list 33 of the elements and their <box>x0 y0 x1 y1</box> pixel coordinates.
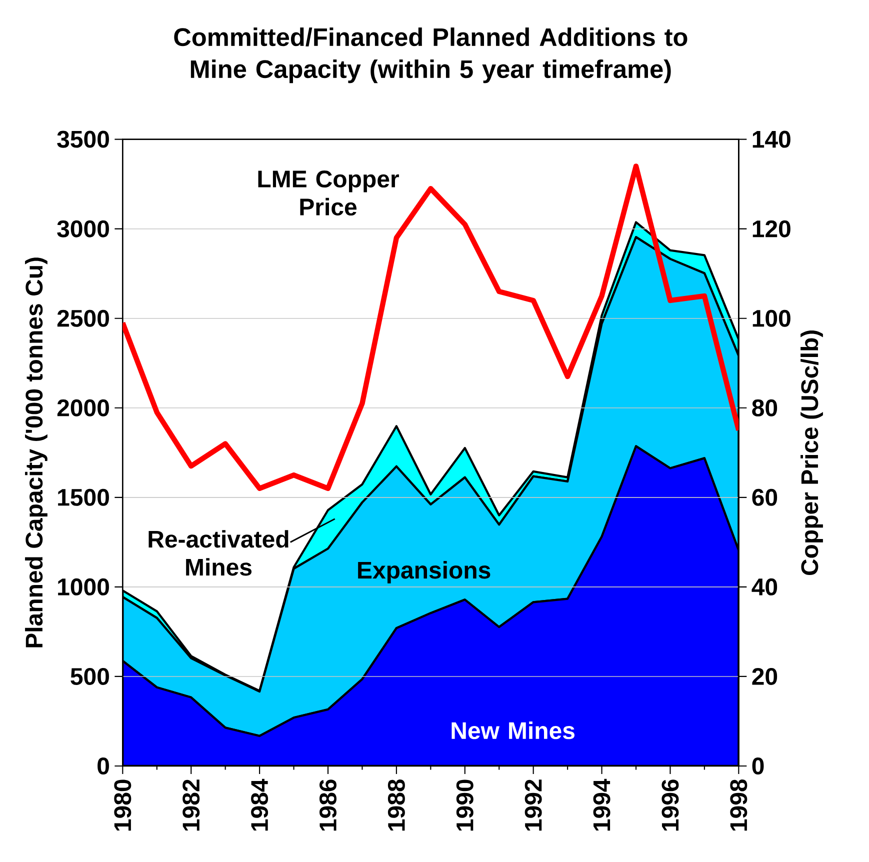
series-label: Re-activated Mines <box>148 530 288 576</box>
y2-axis-title: Copper Price (USc/lb) <box>800 330 823 576</box>
y-tick-label: 3000 <box>57 220 109 238</box>
x-tick-label: 1988 <box>388 779 405 831</box>
series-label: LME Copper Price <box>258 170 399 216</box>
y-tick-label: 2500 <box>57 310 109 327</box>
y-tick-label: 1500 <box>58 488 109 506</box>
x-tick-label: 1998 <box>730 779 748 831</box>
y2-tick-label: 0 <box>752 757 764 774</box>
series-label: New Mines <box>452 722 574 740</box>
y2-tick-label: 100 <box>752 310 790 327</box>
y2-tick-label: 20 <box>752 668 778 685</box>
y-axis-title: Planned Capacity ('000 tonnes Cu) <box>25 258 48 648</box>
y-tick-label: 0 <box>98 757 109 774</box>
chart-title: Committed/Financed Planned Additions to Mine Capacity (within 5 year timeframe) <box>174 28 688 84</box>
y-tick-label: 1000 <box>58 578 109 596</box>
y-tick-label: 2000 <box>57 399 109 416</box>
y2-tick-label: 120 <box>752 220 790 238</box>
x-tick-label: 1980 <box>114 780 132 831</box>
y2-tick-label: 140 <box>752 130 790 148</box>
y2-tick-label: 40 <box>752 578 778 596</box>
x-tick-label: 1984 <box>251 778 268 831</box>
x-tick-label: 1994 <box>593 778 610 831</box>
y-tick-label: 500 <box>70 668 109 685</box>
y2-tick-label: 60 <box>752 488 778 506</box>
x-tick-label: 1996 <box>662 780 679 831</box>
x-tick-label: 1982 <box>182 780 200 831</box>
y-tick-label: 3500 <box>57 130 109 148</box>
x-tick-label: 1986 <box>319 780 336 831</box>
series-label: Expansions <box>358 561 490 584</box>
y2-tick-label: 80 <box>752 399 778 416</box>
x-tick-label: 1990 <box>456 780 474 831</box>
x-tick-label: 1992 <box>524 780 542 831</box>
